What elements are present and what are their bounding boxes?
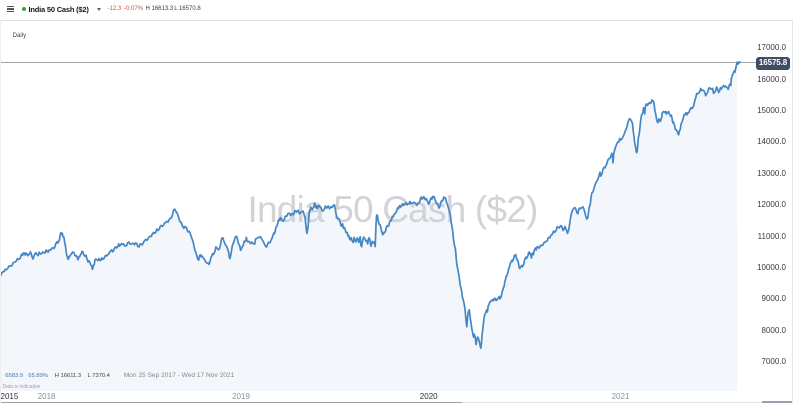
svg-text:India 50 Cash ($2): India 50 Cash ($2) [248, 189, 538, 230]
